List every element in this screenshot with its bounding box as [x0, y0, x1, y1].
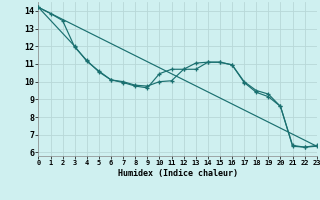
- X-axis label: Humidex (Indice chaleur): Humidex (Indice chaleur): [118, 169, 238, 178]
